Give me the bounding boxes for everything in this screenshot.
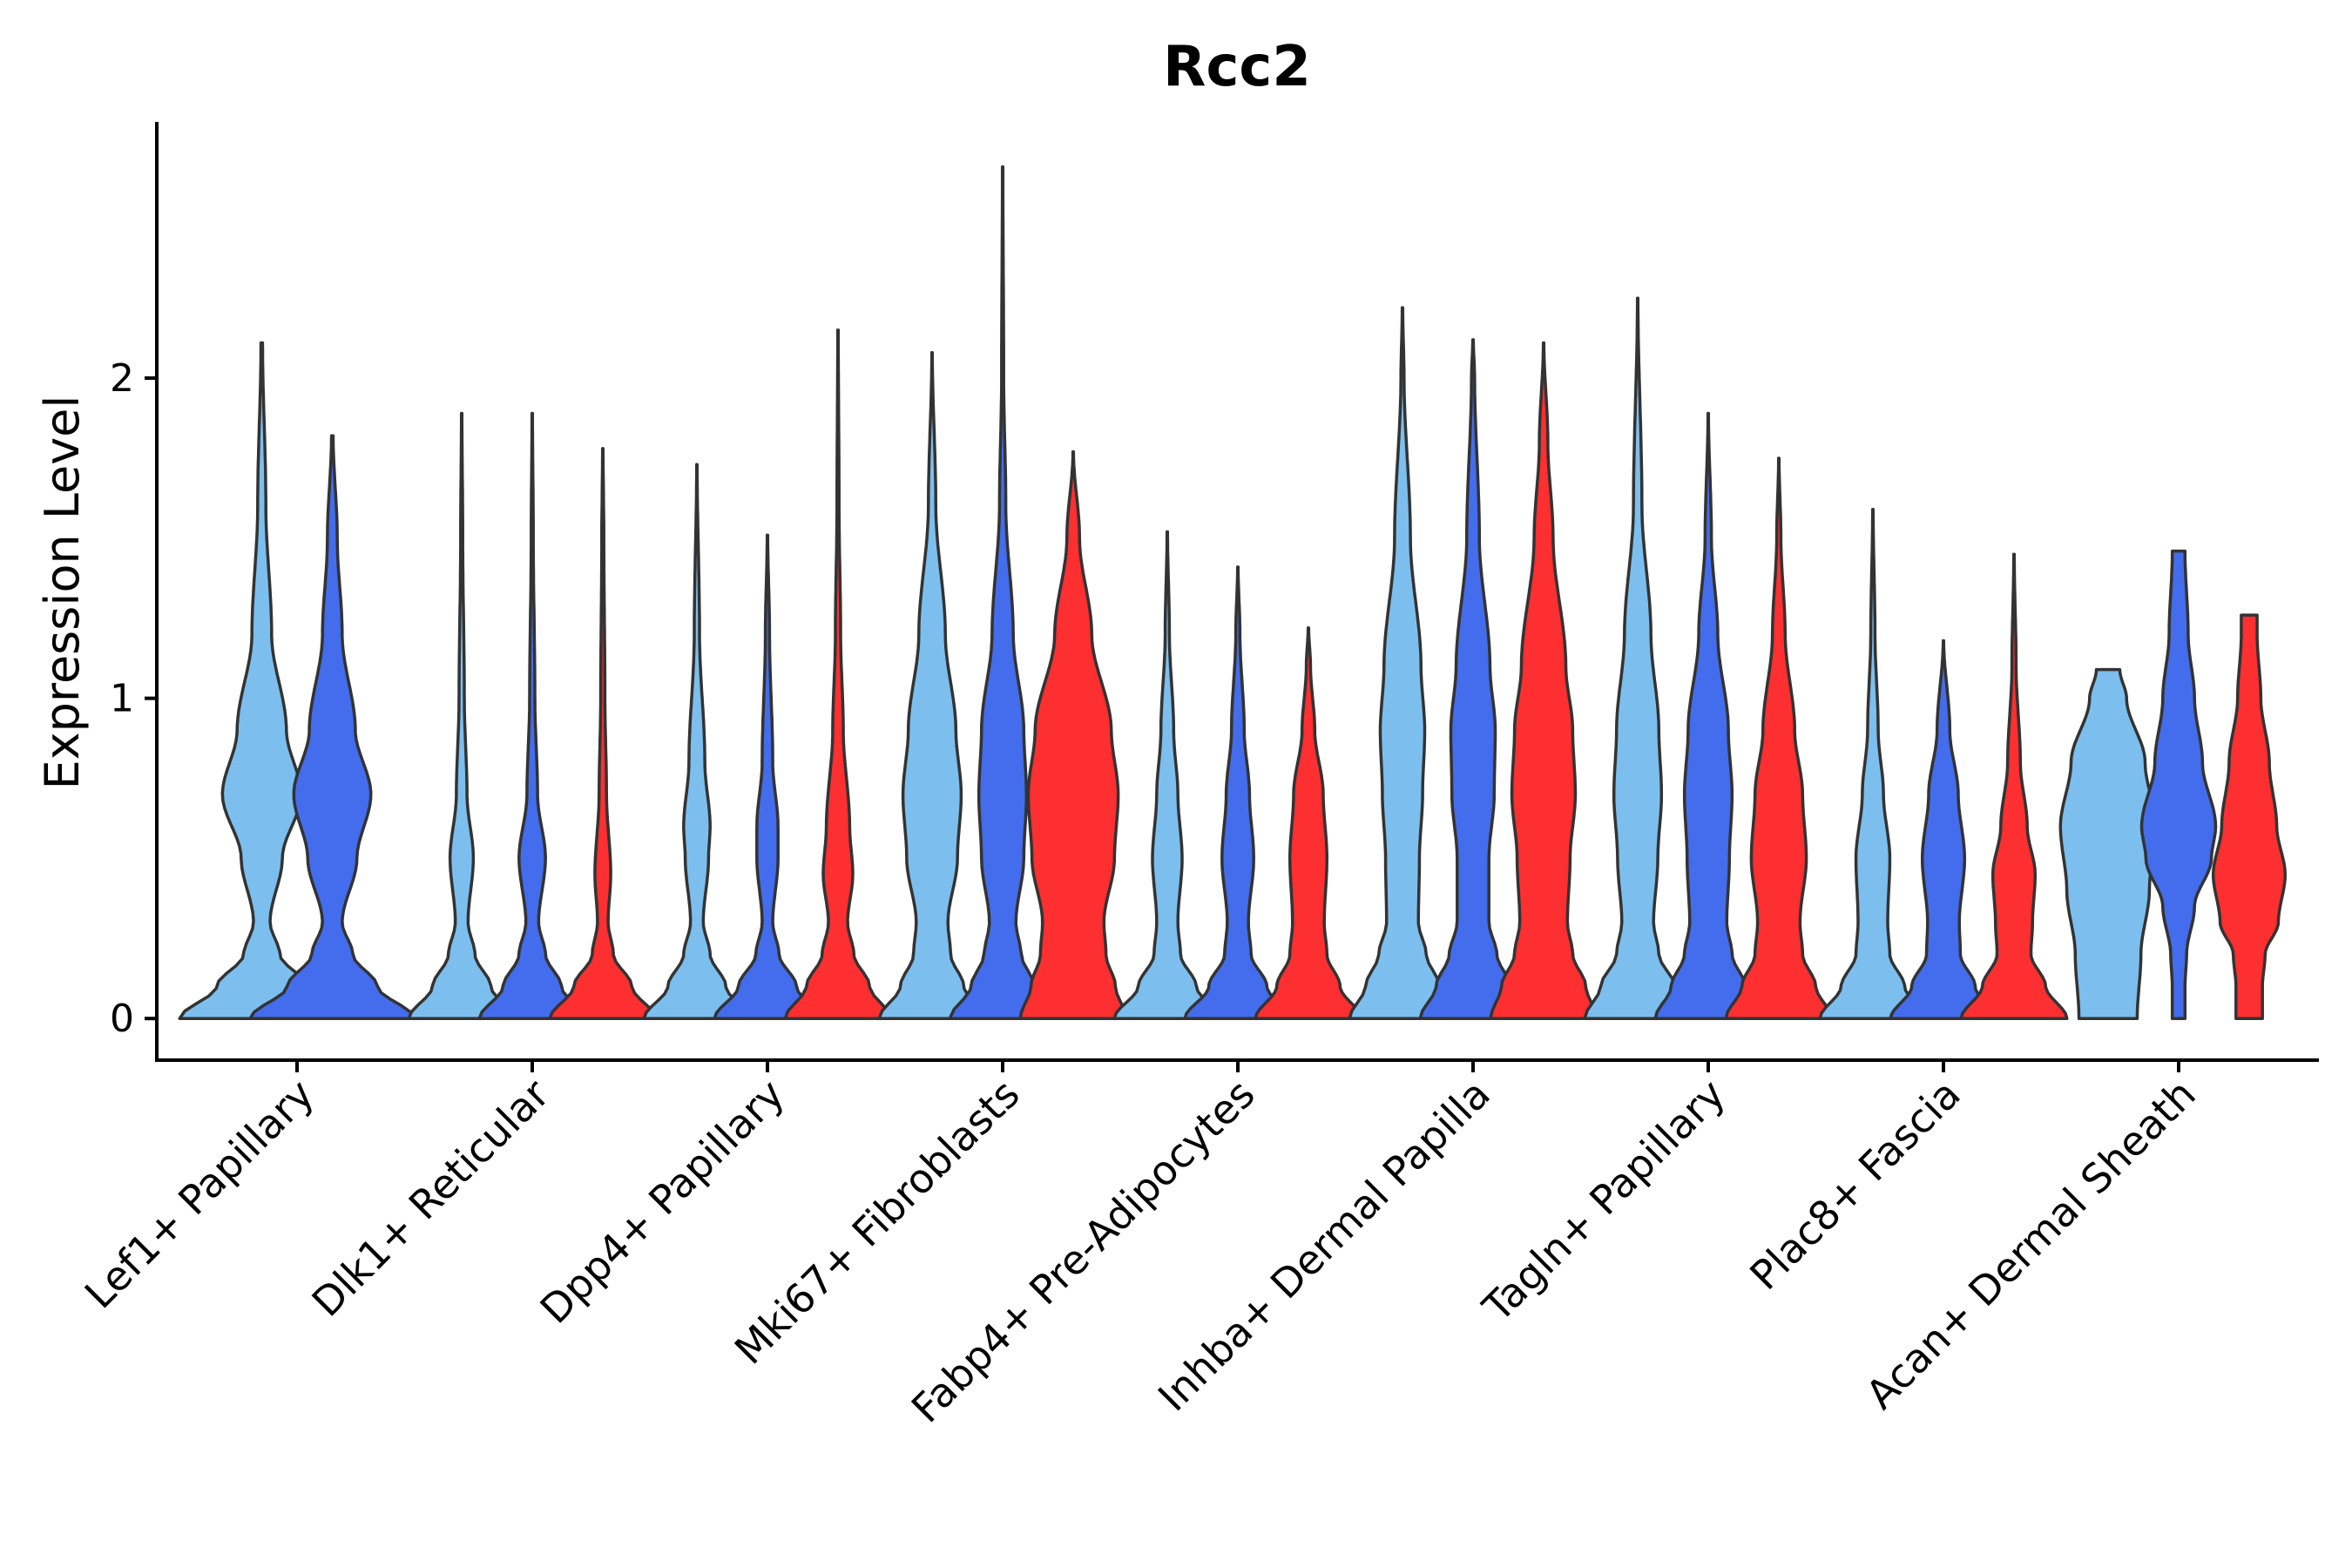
x-tick-label: Dlk1+ Reticular [303,1071,558,1326]
violin-3-group-2 [713,533,822,1020]
violin-8-group-1 [1818,508,1928,1020]
y-axis-label: Expression Level [35,395,90,790]
violin-5-group-1 [1112,530,1222,1020]
x-tick-label: Lef1+ Papillary [76,1071,323,1318]
violin-7-group-2 [1653,411,1763,1020]
violin-3-group-3 [783,328,893,1020]
violin-9-group-3 [2211,613,2288,1020]
y-tick-label: 2 [110,356,134,401]
x-tick-label: Tagln+ Papillary [1473,1071,1734,1332]
y-tick-label: 1 [110,677,134,721]
violin-8-group-2 [1889,639,1998,1020]
y-ticks: 0 1 2 [110,356,157,1041]
violin-2-group-1 [407,411,517,1020]
violin-2-group-2 [477,411,587,1020]
y-tick-label: 0 [110,997,134,1041]
violin-2-group-3 [548,447,658,1020]
violin-7-group-3 [1724,456,1834,1020]
violin-7-group-1 [1583,296,1693,1020]
chart-title: Rcc2 [1163,35,1311,99]
violin-4-group-3 [1018,449,1128,1020]
violin-group [178,165,2288,1020]
x-tick-label: Plac8+ Fascia [1740,1071,1969,1299]
violin-9-group-2 [2139,549,2218,1020]
violin-6-group-3 [1489,341,1598,1020]
violin-9-group-1 [2058,667,2158,1020]
violin-1-group-2 [248,434,416,1020]
violin-4-group-1 [877,350,987,1020]
violin-6-group-1 [1348,306,1457,1020]
x-tick-label: Dpp4+ Papillary [531,1071,794,1333]
violin-5-group-2 [1183,565,1293,1020]
violin-8-group-3 [1959,552,2069,1020]
violin-4-group-2 [948,165,1058,1020]
violin-3-group-1 [642,463,752,1020]
violin-5-group-3 [1254,626,1363,1020]
violin-6-group-2 [1418,338,1528,1020]
